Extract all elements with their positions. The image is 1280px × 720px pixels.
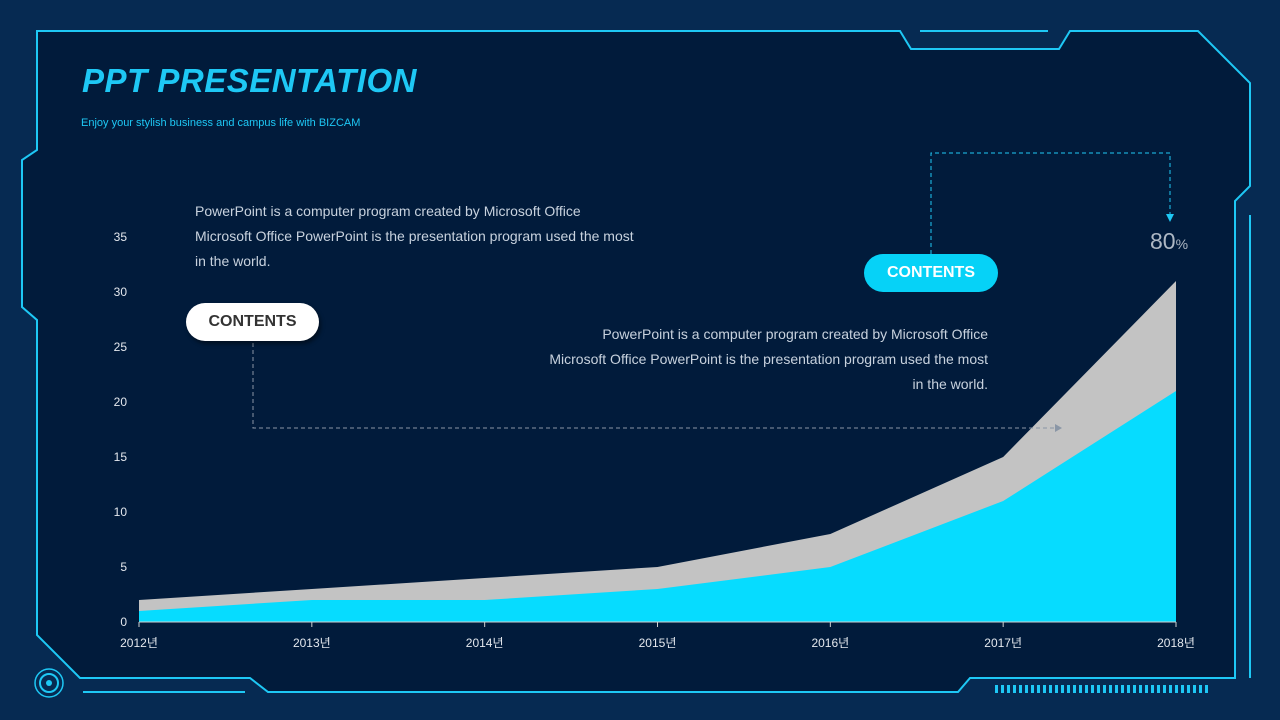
tick-strip-bar (1031, 685, 1034, 693)
text-line: in the world. (912, 376, 988, 392)
text-line: PowerPoint is a computer program created… (195, 203, 581, 219)
tick-strip-bar (1193, 685, 1196, 693)
tick-strip-bar (1103, 685, 1106, 693)
tick-strip-bar (1085, 685, 1088, 693)
tick-strip-bar (1109, 685, 1112, 693)
tick-strip-bar (1157, 685, 1160, 693)
frame-tick-strip (995, 685, 1208, 693)
connector-right (930, 152, 1174, 254)
page-subtitle: Enjoy your stylish business and campus l… (81, 117, 361, 129)
tick-strip-bar (1133, 685, 1136, 693)
tick-strip-bar (1175, 685, 1178, 693)
tick-strip-bar (1169, 685, 1172, 693)
tick-strip-bar (1043, 685, 1046, 693)
x-tick-label: 2013년 (293, 636, 331, 650)
y-tick-label: 20 (114, 395, 128, 409)
x-tick-label: 2012년 (120, 636, 158, 650)
y-tick-label: 15 (114, 450, 128, 464)
x-tick-label: 2015년 (639, 636, 677, 650)
x-tick-label: 2014년 (466, 636, 504, 650)
tick-strip-bar (1007, 685, 1010, 693)
tick-strip-bar (1019, 685, 1022, 693)
x-tick-label: 2016년 (811, 636, 849, 650)
y-tick-label: 5 (120, 560, 127, 574)
tick-strip-bar (995, 685, 998, 693)
x-axis-ticks: 2012년 2013년 2014년 2015년 2016년 2017년 2018년 (120, 622, 1195, 650)
area-chart: 0 5 10 15 20 25 30 35 2012년 2013년 2014년 2015년 2016년… (114, 230, 1195, 650)
page-title: PPT PRESENTATION (82, 62, 417, 99)
y-tick-label: 0 (120, 615, 127, 629)
contents-badge-right: CONTENTS (864, 254, 998, 292)
tick-strip-bar (1091, 685, 1094, 693)
tick-strip-bar (1139, 685, 1142, 693)
connector-left (252, 343, 1062, 432)
contents-badge-left: CONTENTS (186, 303, 319, 341)
text-line: Microsoft Office PowerPoint is the prese… (549, 351, 988, 367)
tick-strip-bar (1055, 685, 1058, 693)
percent-label: 80% (1150, 228, 1188, 255)
y-tick-label: 35 (114, 230, 128, 244)
tick-strip-bar (1115, 685, 1118, 693)
text-line: in the world. (195, 253, 271, 269)
y-tick-label: 10 (114, 505, 128, 519)
tick-strip-bar (1187, 685, 1190, 693)
tick-strip-bar (1127, 685, 1130, 693)
tick-strip-bar (1067, 685, 1070, 693)
tick-strip-bar (1049, 685, 1052, 693)
percent-unit: % (1175, 236, 1189, 252)
tick-strip-bar (1061, 685, 1064, 693)
tick-strip-bar (1097, 685, 1100, 693)
text-line: PowerPoint is a computer program created… (602, 326, 988, 342)
x-tick-label: 2017년 (984, 636, 1022, 650)
tick-strip-bar (1151, 685, 1154, 693)
tick-strip-bar (1163, 685, 1166, 693)
x-tick-label: 2018년 (1157, 636, 1195, 650)
tick-strip-bar (1073, 685, 1076, 693)
tick-strip-bar (1079, 685, 1082, 693)
tick-strip-bar (1199, 685, 1202, 693)
tick-strip-bar (1121, 685, 1124, 693)
y-tick-label: 30 (114, 285, 128, 299)
text-line: Microsoft Office PowerPoint is the prese… (195, 228, 634, 244)
percent-value: 80 (1150, 228, 1176, 254)
text-block-left: PowerPoint is a computer program created… (195, 199, 634, 274)
text-block-right: PowerPoint is a computer program created… (488, 322, 988, 397)
tick-strip-bar (1037, 685, 1040, 693)
tick-strip-bar (1205, 685, 1208, 693)
y-tick-label: 25 (114, 340, 128, 354)
tick-strip-bar (1181, 685, 1184, 693)
y-axis-ticks: 0 5 10 15 20 25 30 35 (114, 230, 128, 629)
target-icon (34, 668, 64, 698)
tick-strip-bar (1013, 685, 1016, 693)
area-series-2 (139, 391, 1176, 622)
tick-strip-bar (1001, 685, 1004, 693)
tick-strip-bar (1145, 685, 1148, 693)
tick-strip-bar (1025, 685, 1028, 693)
